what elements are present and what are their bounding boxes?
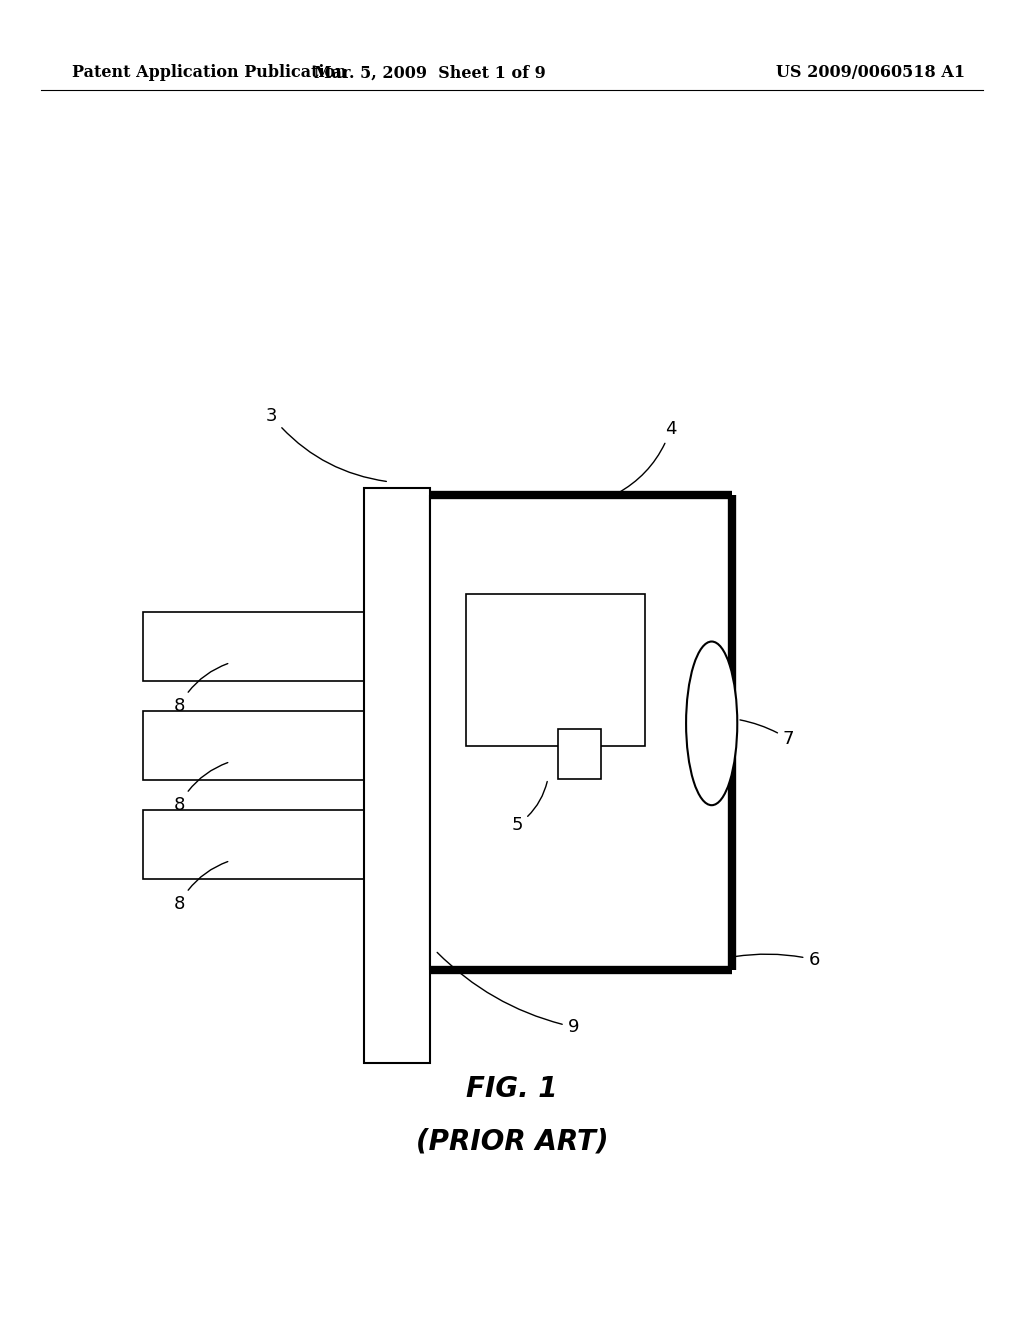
Text: 4: 4 bbox=[616, 420, 677, 494]
Text: 9: 9 bbox=[437, 953, 580, 1036]
Text: 7: 7 bbox=[740, 719, 795, 748]
Text: 3: 3 bbox=[265, 407, 386, 482]
Text: Patent Application Publication: Patent Application Publication bbox=[72, 65, 346, 81]
Bar bbox=[558, 729, 601, 779]
Bar bbox=[364, 488, 430, 1063]
Text: 8: 8 bbox=[173, 862, 227, 913]
Text: 5: 5 bbox=[511, 781, 547, 834]
Text: 8: 8 bbox=[173, 664, 227, 715]
Text: US 2009/0060518 A1: US 2009/0060518 A1 bbox=[776, 65, 965, 81]
Bar bbox=[430, 495, 732, 970]
Text: (PRIOR ART): (PRIOR ART) bbox=[416, 1127, 608, 1156]
Bar bbox=[466, 594, 645, 746]
Text: 8: 8 bbox=[173, 763, 227, 814]
Ellipse shape bbox=[686, 642, 737, 805]
Text: 6: 6 bbox=[735, 950, 820, 969]
Text: FIG. 1: FIG. 1 bbox=[466, 1074, 558, 1104]
Bar bbox=[143, 711, 364, 780]
Bar bbox=[143, 810, 364, 879]
Text: Mar. 5, 2009  Sheet 1 of 9: Mar. 5, 2009 Sheet 1 of 9 bbox=[314, 65, 546, 81]
Bar bbox=[143, 612, 364, 681]
